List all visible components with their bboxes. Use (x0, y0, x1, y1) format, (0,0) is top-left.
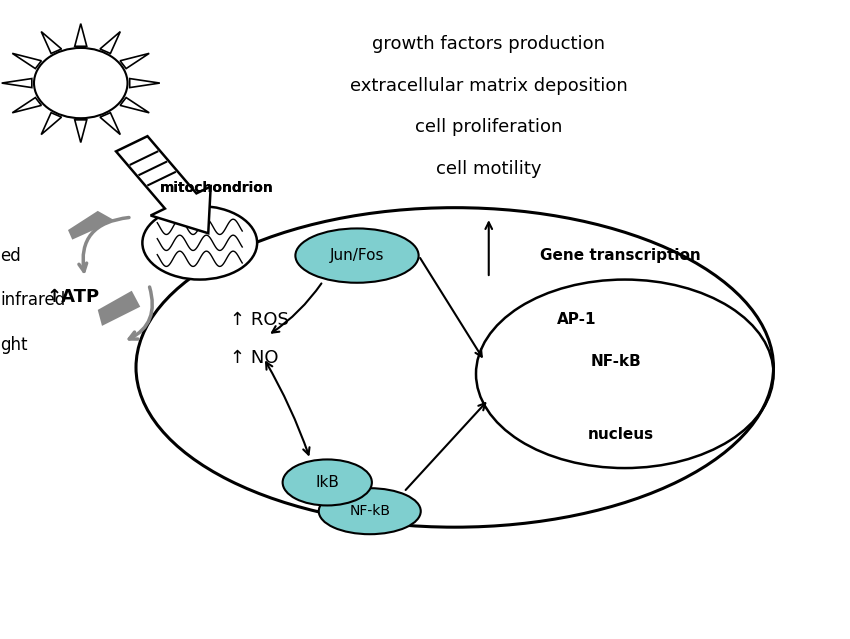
Text: IkB: IkB (315, 475, 339, 490)
Text: ed: ed (0, 247, 20, 265)
Text: growth factors production: growth factors production (372, 35, 605, 53)
Polygon shape (42, 31, 61, 54)
Polygon shape (2, 79, 31, 88)
Polygon shape (116, 136, 211, 233)
Text: nucleus: nucleus (587, 427, 654, 442)
Polygon shape (120, 54, 150, 68)
Text: NF-kB: NF-kB (591, 353, 642, 369)
Text: Jun/Fos: Jun/Fos (330, 248, 384, 263)
Text: mitochondrion: mitochondrion (160, 181, 274, 195)
Polygon shape (100, 112, 121, 135)
Polygon shape (41, 112, 61, 135)
Polygon shape (75, 120, 87, 142)
Ellipse shape (282, 459, 371, 505)
Ellipse shape (142, 206, 257, 280)
Polygon shape (75, 24, 87, 46)
Text: mitochondrion: mitochondrion (160, 181, 274, 195)
Polygon shape (12, 98, 42, 113)
Polygon shape (100, 31, 121, 54)
Polygon shape (98, 291, 140, 326)
Polygon shape (12, 54, 42, 68)
Polygon shape (120, 98, 150, 113)
Text: cell proliferation: cell proliferation (415, 118, 563, 136)
Text: cell motility: cell motility (436, 160, 541, 178)
Text: ↑ATP: ↑ATP (47, 288, 100, 306)
FancyArrowPatch shape (129, 287, 152, 339)
Text: ↑ NO: ↑ NO (230, 349, 278, 367)
Ellipse shape (319, 488, 421, 534)
FancyArrowPatch shape (79, 217, 129, 272)
Text: NF-kB: NF-kB (349, 504, 390, 518)
Text: AP-1: AP-1 (557, 312, 596, 327)
Ellipse shape (296, 229, 418, 283)
Circle shape (34, 48, 127, 118)
Text: ght: ght (0, 336, 27, 354)
Text: extracellular matrix deposition: extracellular matrix deposition (350, 77, 627, 95)
Polygon shape (130, 79, 160, 88)
Polygon shape (68, 211, 115, 240)
Text: Gene transcription: Gene transcription (540, 248, 701, 263)
Text: ↑ ROS: ↑ ROS (230, 311, 288, 328)
Text: infrared: infrared (0, 291, 65, 309)
